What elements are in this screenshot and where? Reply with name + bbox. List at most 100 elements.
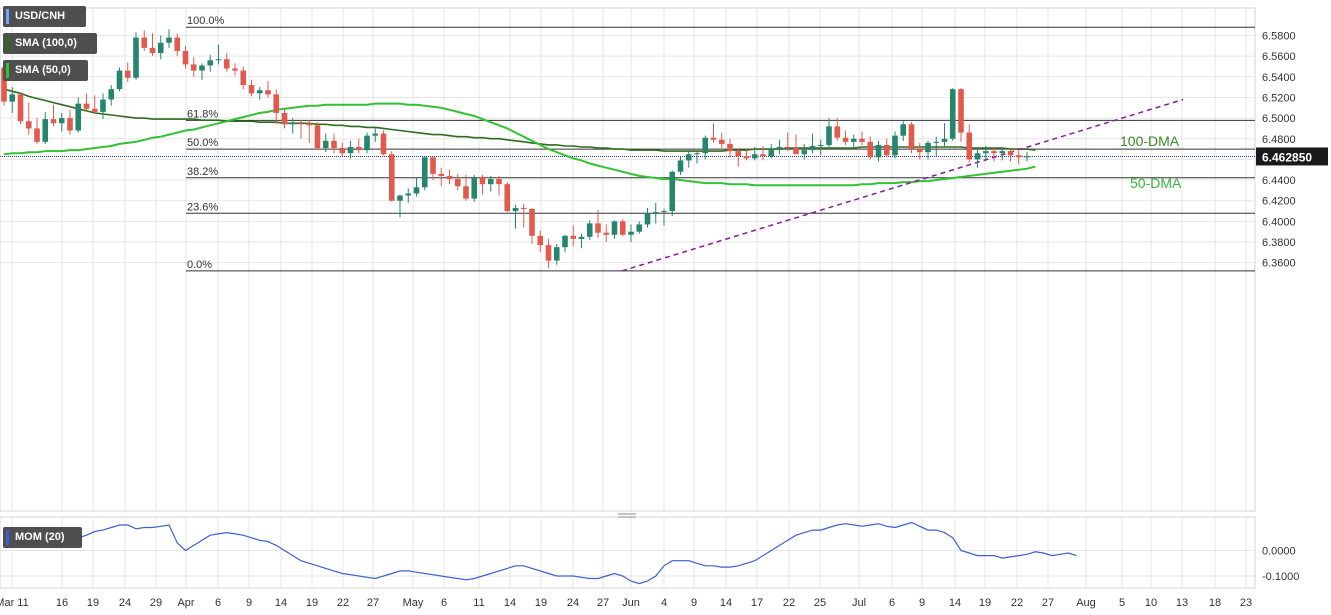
candle-body bbox=[603, 232, 610, 235]
x-tick-label: 19 bbox=[979, 597, 991, 609]
candle-body bbox=[661, 211, 667, 213]
symbol-color-swatch bbox=[6, 9, 9, 24]
candle-body bbox=[760, 154, 766, 157]
candle-body bbox=[1015, 155, 1022, 158]
candle-body bbox=[388, 154, 395, 201]
dma50-annotation: 50-DMA bbox=[1130, 175, 1182, 191]
candle-body bbox=[463, 186, 469, 199]
candle-body bbox=[982, 151, 989, 154]
momentum-line bbox=[3, 521, 1077, 585]
mom-legend-label: MOM (20) bbox=[15, 531, 65, 543]
price-tick-label: 6.5800 bbox=[1262, 31, 1296, 43]
sma100-legend[interactable]: SMA (100,0) bbox=[3, 33, 97, 54]
sma50-legend[interactable]: SMA (50,0) bbox=[3, 60, 88, 81]
candle-body bbox=[735, 151, 742, 157]
candle-body bbox=[966, 132, 973, 160]
candle-body bbox=[149, 47, 156, 54]
candle-body bbox=[1024, 156, 1030, 158]
x-tick-label: 9 bbox=[691, 597, 697, 609]
x-tick-label: Jul bbox=[852, 597, 866, 609]
candle-body bbox=[801, 150, 808, 155]
fib-level-label: 38.2% bbox=[187, 166, 218, 178]
x-tick-label: 6 bbox=[441, 597, 447, 609]
price-tick-label: 6.5600 bbox=[1262, 51, 1296, 63]
candle-body bbox=[496, 179, 502, 185]
x-tick-label: 25 bbox=[814, 597, 826, 609]
candle-body bbox=[331, 140, 337, 149]
candle-body bbox=[727, 143, 733, 152]
candle-body bbox=[974, 153, 981, 160]
candle-body bbox=[883, 144, 890, 156]
x-tick-label: 6 bbox=[215, 597, 221, 609]
candle-body bbox=[1, 67, 7, 102]
x-tick-label: 22 bbox=[1011, 597, 1023, 609]
candle-body bbox=[562, 235, 568, 248]
candle-body bbox=[182, 50, 189, 65]
x-tick-label: 9 bbox=[919, 597, 925, 609]
candle-body bbox=[248, 85, 255, 94]
candle-body bbox=[908, 124, 915, 150]
candle-body bbox=[380, 133, 387, 155]
x-tick-label: 19 bbox=[306, 597, 318, 609]
candle-body bbox=[232, 68, 238, 71]
x-tick-label: Mar 11 bbox=[0, 597, 29, 609]
candle-body bbox=[471, 176, 478, 199]
candle-body bbox=[322, 140, 329, 149]
candle-body bbox=[850, 138, 857, 142]
candle-body bbox=[900, 124, 907, 136]
candle-body bbox=[834, 126, 841, 138]
candle-body bbox=[892, 135, 898, 156]
candle-body bbox=[817, 144, 824, 146]
x-tick-label: 5 bbox=[1119, 597, 1125, 609]
mom-color-swatch bbox=[6, 530, 9, 545]
last-price-value: 6.462850 bbox=[1262, 150, 1312, 164]
sma100-color-swatch bbox=[6, 36, 9, 51]
x-tick-label: 27 bbox=[1042, 597, 1054, 609]
fib-level-label: 61.8% bbox=[187, 108, 218, 120]
candle-body bbox=[677, 160, 684, 172]
candle-body bbox=[578, 236, 585, 239]
candle-body bbox=[611, 221, 618, 235]
x-tick-label: 9 bbox=[246, 597, 252, 609]
price-panel-frame bbox=[0, 7, 1256, 512]
candle-body bbox=[768, 150, 775, 157]
x-tick-label: 17 bbox=[751, 597, 763, 609]
candle-body bbox=[859, 138, 865, 142]
x-tick-label: Aug bbox=[1076, 597, 1096, 609]
candle-body bbox=[364, 135, 370, 151]
candle-body bbox=[298, 122, 304, 124]
candle-body bbox=[372, 133, 379, 136]
sma100-legend-label: SMA (100,0) bbox=[15, 37, 77, 49]
candle-body bbox=[289, 122, 296, 125]
candle-body bbox=[487, 179, 494, 185]
candle-body bbox=[628, 231, 634, 235]
candle-body bbox=[223, 59, 230, 69]
mom-legend[interactable]: MOM (20) bbox=[3, 527, 82, 548]
candle-body bbox=[619, 221, 626, 235]
x-tick-label: 27 bbox=[597, 597, 609, 609]
candle-body bbox=[553, 247, 560, 261]
price-tick-label: 6.4400 bbox=[1262, 175, 1296, 187]
x-tick-label: 29 bbox=[150, 597, 162, 609]
candle-body bbox=[133, 37, 139, 78]
price-tick-label: 6.4200 bbox=[1262, 196, 1296, 208]
candle-body bbox=[958, 89, 964, 133]
candle-body bbox=[652, 212, 659, 214]
candle-body bbox=[991, 151, 997, 154]
symbol-legend-label: USD/CNH bbox=[15, 10, 66, 22]
fib-level-label: 23.6% bbox=[187, 201, 218, 213]
candle-body bbox=[925, 142, 931, 153]
x-tick-label: 4 bbox=[661, 597, 667, 609]
candle-body bbox=[570, 235, 577, 239]
candle-body bbox=[166, 37, 172, 43]
candle-body bbox=[446, 175, 453, 180]
sma50-line bbox=[3, 102, 1036, 187]
x-tick-label: 24 bbox=[119, 597, 131, 609]
candle-body bbox=[199, 65, 205, 71]
candle-body bbox=[34, 128, 40, 142]
candle-body bbox=[636, 224, 643, 232]
x-tick-label: 14 bbox=[504, 597, 516, 609]
symbol-legend[interactable]: USD/CNH bbox=[3, 6, 86, 27]
candle-body bbox=[281, 112, 288, 125]
